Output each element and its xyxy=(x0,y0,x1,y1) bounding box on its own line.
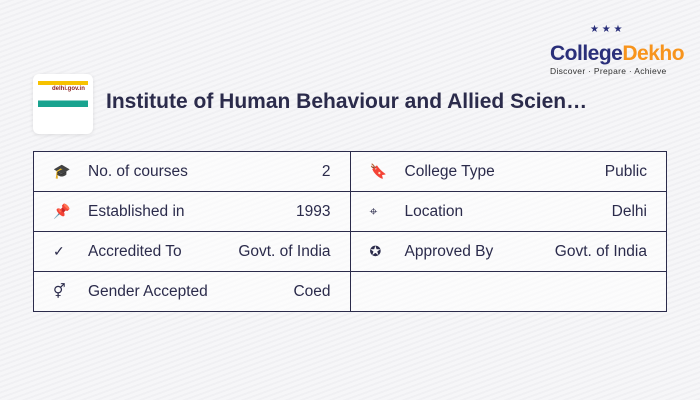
table-row: ✓ Accredited To Govt. of India ✪ Approved By… xyxy=(33,231,667,272)
empty-cell xyxy=(349,271,667,312)
table-row: 🎓 No. of courses 2 🔖 College Type Public xyxy=(33,151,667,192)
pin-icon: 📌 xyxy=(53,203,71,219)
info-cell: ✪ Approved By Govt. of India xyxy=(349,231,667,272)
graduation-cap-icon: 🎓 xyxy=(53,163,71,179)
info-table: 🎓 No. of courses 2 🔖 College Type Public 📌 Esta… xyxy=(33,151,667,312)
table-row: 📌 Established in 1993 ⌖ Location Delhi xyxy=(33,191,667,232)
info-label: Gender Accepted xyxy=(88,282,208,300)
info-cell: 🎓 No. of courses 2 xyxy=(33,151,351,192)
info-value: Govt. of India xyxy=(238,242,331,260)
info-label: College Type xyxy=(404,162,495,180)
info-value: Coed xyxy=(293,282,331,300)
info-cell: 📌 Established in 1993 xyxy=(33,191,351,232)
gender-icon: ⚥ xyxy=(53,283,66,299)
collegedekho-logo[interactable]: ★ ★ ★ CollegeDekho Discover · Prepare · … xyxy=(550,24,700,76)
info-label: Accredited To xyxy=(88,242,182,260)
location-icon: ⌖ xyxy=(369,203,378,219)
tagline: Discover · Prepare · Achieve xyxy=(550,66,667,76)
info-cell: ⌖ Location Delhi xyxy=(349,191,667,232)
page-title: Institute of Human Behaviour and Allied … xyxy=(106,90,588,113)
badge-icon: ✪ xyxy=(369,243,382,259)
info-label: No. of courses xyxy=(88,162,188,180)
stars-icon: ★ ★ ★ xyxy=(590,24,623,35)
info-label: Approved By xyxy=(404,242,494,260)
table-row: ⚥ Gender Accepted Coed xyxy=(34,271,667,312)
info-label: Location xyxy=(404,202,464,220)
info-value: Delhi xyxy=(611,202,647,220)
info-value: 2 xyxy=(321,162,331,180)
info-value: Public xyxy=(604,162,647,180)
info-value: Govt. of India xyxy=(554,242,647,260)
info-label: Established in xyxy=(88,202,185,220)
institute-logo: delhi.gov.in xyxy=(33,74,93,134)
info-value: 1993 xyxy=(296,202,331,220)
bookmark-icon: 🔖 xyxy=(369,163,387,179)
check-circle-icon: ✓ xyxy=(53,243,65,259)
info-cell: ⚥ Gender Accepted Coed xyxy=(34,272,351,312)
info-cell: ✓ Accredited To Govt. of India xyxy=(33,231,351,272)
info-cell: 🔖 College Type Public xyxy=(349,151,667,192)
